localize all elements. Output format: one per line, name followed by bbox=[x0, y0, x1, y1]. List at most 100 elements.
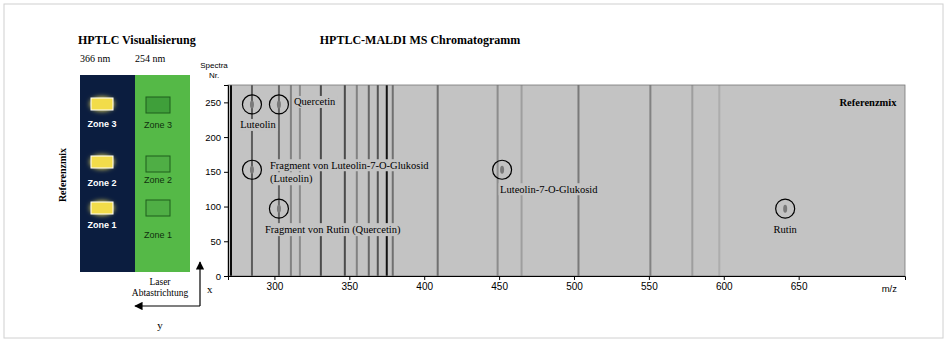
plot-area bbox=[228, 85, 905, 276]
peak-line bbox=[368, 85, 370, 276]
peak-line bbox=[392, 85, 394, 276]
zone-spot bbox=[91, 202, 113, 214]
x-tick-label: 500 bbox=[566, 281, 583, 292]
annotation-label-group: Fragment von Luteolin-7-O-Glukosid bbox=[268, 159, 430, 171]
side-label: Referenzmix bbox=[57, 148, 68, 202]
zone-label: Zone 1 bbox=[87, 220, 116, 230]
scan-label: Laser bbox=[149, 277, 171, 287]
y-tick-group: 50 bbox=[210, 236, 228, 247]
peak-line bbox=[320, 85, 322, 276]
y-tick-label: 150 bbox=[205, 166, 221, 177]
zone-glow bbox=[90, 155, 114, 169]
annotation-label: Luteolin-7-O-Glukosid bbox=[500, 184, 598, 195]
arrow bbox=[199, 262, 200, 306]
x-tick bbox=[799, 276, 800, 280]
annotation-label: Rutin bbox=[774, 224, 798, 235]
axis-line bbox=[224, 86, 229, 277]
scan-label: Abtastrichtung bbox=[132, 288, 189, 298]
zone-box bbox=[146, 156, 170, 172]
y-tick-label: 0 bbox=[216, 271, 221, 282]
y-tick-group: 150 bbox=[205, 166, 228, 177]
y-tick bbox=[224, 276, 228, 277]
zone-label: Zone 3 bbox=[87, 119, 116, 129]
plate-column bbox=[80, 75, 135, 272]
y-tick-group: 100 bbox=[205, 201, 228, 212]
label-patch bbox=[268, 159, 430, 171]
zone-glow bbox=[90, 97, 114, 111]
x-tick-label: 600 bbox=[716, 281, 733, 292]
x-tick bbox=[649, 276, 650, 280]
chart-title: HPTLC-MALDI MS Chromatogramm bbox=[320, 33, 520, 47]
label-patch bbox=[239, 119, 278, 131]
arrow bbox=[135, 305, 200, 306]
x-axis-title: m/z bbox=[882, 283, 898, 294]
annotation-label-group: Luteolin-7-O-Glukosid bbox=[499, 183, 600, 195]
peak-line bbox=[497, 85, 499, 276]
y-tick bbox=[224, 241, 228, 242]
annotation-spot bbox=[250, 100, 254, 108]
zone-spot bbox=[91, 98, 113, 110]
annotation-spot bbox=[277, 100, 281, 108]
annotation-circle bbox=[269, 199, 288, 218]
zone-label: Zone 1 bbox=[144, 230, 172, 240]
peak-line bbox=[437, 85, 439, 276]
annotation-label-group: Fragment von Rutin (Quercetin) bbox=[263, 223, 402, 236]
x-tick-label: 450 bbox=[491, 281, 508, 292]
peak-line bbox=[230, 85, 232, 276]
y-axis-title: Nr. bbox=[209, 71, 219, 80]
annotation-label: Quercetin bbox=[294, 96, 336, 107]
annotation-circle bbox=[493, 160, 512, 179]
zone-spot bbox=[91, 156, 113, 168]
annotation-spot bbox=[783, 205, 787, 213]
y-tick bbox=[224, 102, 228, 103]
column-label: 254 nm bbox=[135, 53, 166, 64]
x-tick-label: 550 bbox=[641, 281, 658, 292]
x-tick bbox=[499, 276, 500, 280]
y-tick-label: 250 bbox=[205, 97, 221, 108]
x-tick-group: 600 bbox=[716, 276, 733, 292]
x-tick-group: 300 bbox=[267, 276, 284, 292]
left-panel: HPTLC Visualisierung 366 nm 254 nm Zone 3 Zo… bbox=[57, 33, 213, 331]
frame bbox=[4, 4, 943, 338]
x-tick-group: 400 bbox=[416, 276, 433, 292]
label-patch bbox=[499, 183, 600, 195]
column-label: 366 nm bbox=[80, 53, 111, 64]
x-tick bbox=[424, 276, 425, 280]
plot-background bbox=[228, 85, 905, 276]
annotation-circle bbox=[269, 95, 288, 114]
annotation-spot bbox=[250, 166, 254, 174]
label-patch bbox=[268, 172, 314, 185]
y-axis: 0 50 100 150 200 250 bbox=[205, 86, 228, 282]
y-tick-group: 0 bbox=[216, 271, 228, 282]
x-tick bbox=[574, 276, 575, 280]
x-tick-label: 650 bbox=[791, 281, 808, 292]
annotation-circle bbox=[242, 160, 261, 179]
y-tick-label: 50 bbox=[210, 236, 221, 247]
annotation-label-group: (Luteolin) bbox=[268, 172, 314, 185]
annotation-label: Fragment von Rutin (Quercetin) bbox=[265, 224, 401, 236]
y-tick bbox=[224, 137, 228, 138]
peak-line bbox=[649, 85, 651, 276]
x-tick-group: 450 bbox=[491, 276, 508, 292]
x-tick bbox=[349, 276, 350, 280]
peak-line bbox=[377, 85, 379, 276]
annotation-label-group: Rutin bbox=[772, 223, 799, 235]
y-tick bbox=[224, 172, 228, 173]
x-tick-label: 350 bbox=[341, 281, 358, 292]
x-tick-label: 400 bbox=[416, 281, 433, 292]
x-tick-label: 300 bbox=[267, 281, 284, 292]
axis-letter: y bbox=[157, 319, 163, 331]
y-tick bbox=[224, 207, 228, 208]
x-axis: 300 350 400 450 500 550 600 650 bbox=[229, 276, 906, 292]
zone-label: Zone 2 bbox=[144, 175, 172, 185]
plot-frame bbox=[228, 85, 905, 276]
annotation-label: (Luteolin) bbox=[270, 173, 313, 185]
y-tick-group: 250 bbox=[205, 97, 228, 108]
zone-glow bbox=[90, 201, 114, 215]
figure: HPTLC Visualisierung 366 nm 254 nm Zone 3 Zo… bbox=[0, 0, 947, 342]
annotation-label: Luteolin bbox=[240, 119, 276, 130]
label-patch bbox=[292, 96, 337, 108]
panel-title: HPTLC Visualisierung bbox=[78, 33, 196, 47]
y-tick-label: 200 bbox=[205, 132, 221, 143]
x-tick-group: 550 bbox=[641, 276, 658, 292]
